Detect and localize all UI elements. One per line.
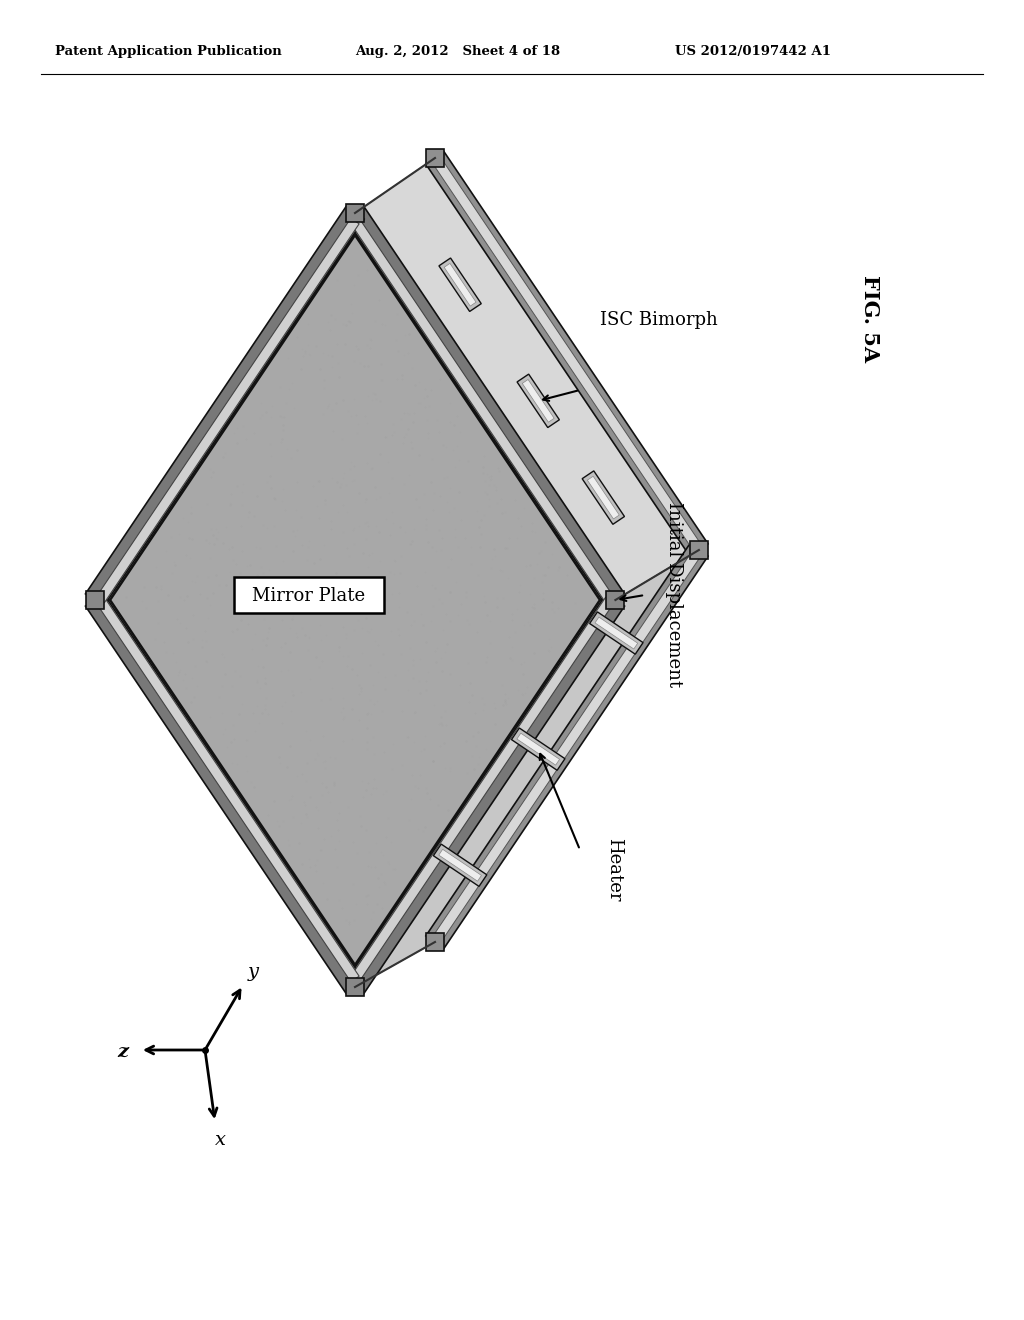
Polygon shape xyxy=(512,729,565,771)
Polygon shape xyxy=(426,152,708,556)
FancyBboxPatch shape xyxy=(606,591,625,609)
Polygon shape xyxy=(355,158,699,601)
FancyBboxPatch shape xyxy=(426,149,444,168)
Polygon shape xyxy=(426,544,708,948)
FancyBboxPatch shape xyxy=(86,591,103,609)
Polygon shape xyxy=(96,218,359,603)
Polygon shape xyxy=(588,477,620,519)
Polygon shape xyxy=(595,616,638,649)
Polygon shape xyxy=(439,257,481,312)
Polygon shape xyxy=(351,218,614,603)
Text: ISC Bimorph: ISC Bimorph xyxy=(600,312,718,329)
Polygon shape xyxy=(355,550,699,987)
Polygon shape xyxy=(590,612,643,655)
Polygon shape xyxy=(583,471,625,524)
Text: Heater: Heater xyxy=(605,838,623,902)
Text: y: y xyxy=(248,964,258,981)
Polygon shape xyxy=(85,594,365,993)
Text: US 2012/0197442 A1: US 2012/0197442 A1 xyxy=(675,45,831,58)
FancyBboxPatch shape xyxy=(346,205,364,222)
Text: x: x xyxy=(214,1131,225,1148)
Polygon shape xyxy=(517,374,559,428)
Text: Aug. 2, 2012   Sheet 4 of 18: Aug. 2, 2012 Sheet 4 of 18 xyxy=(355,45,560,58)
Text: FIG. 5A: FIG. 5A xyxy=(860,275,880,362)
Text: Mirror Plate: Mirror Plate xyxy=(253,587,366,605)
Polygon shape xyxy=(522,380,554,422)
FancyBboxPatch shape xyxy=(690,541,708,558)
Polygon shape xyxy=(85,207,365,606)
Text: Initial Displacement: Initial Displacement xyxy=(665,503,683,688)
Polygon shape xyxy=(433,843,486,887)
Text: z: z xyxy=(118,1043,129,1061)
Polygon shape xyxy=(438,849,481,882)
Polygon shape xyxy=(110,235,600,965)
Polygon shape xyxy=(346,594,625,993)
Polygon shape xyxy=(517,733,559,766)
Polygon shape xyxy=(431,156,703,553)
Polygon shape xyxy=(346,207,625,606)
Text: Patent Application Publication: Patent Application Publication xyxy=(55,45,282,58)
Polygon shape xyxy=(444,264,476,306)
FancyBboxPatch shape xyxy=(346,978,364,997)
FancyBboxPatch shape xyxy=(234,577,384,612)
Polygon shape xyxy=(96,597,359,982)
Polygon shape xyxy=(351,597,614,982)
Polygon shape xyxy=(431,548,703,945)
FancyBboxPatch shape xyxy=(426,933,444,950)
